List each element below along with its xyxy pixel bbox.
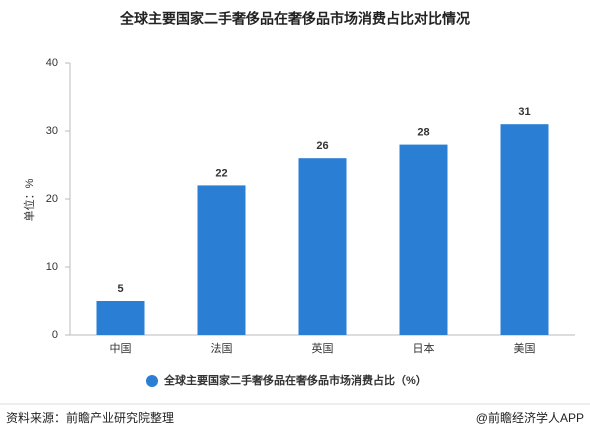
data-label: 26 xyxy=(316,140,328,152)
bar xyxy=(197,185,246,335)
y-tick-label: 30 xyxy=(46,125,58,137)
y-tick-label: 40 xyxy=(46,57,58,69)
x-tick-label: 美国 xyxy=(514,342,536,355)
y-tick-label: 10 xyxy=(46,261,58,273)
y-tick-label: 0 xyxy=(52,329,58,341)
y-tick-label: 20 xyxy=(46,193,58,205)
bar xyxy=(500,124,549,335)
y-axis-label: 单位：% xyxy=(22,178,36,221)
credit: @前瞻经济学人APP xyxy=(476,410,584,425)
x-tick-label: 日本 xyxy=(413,341,435,355)
data-label: 28 xyxy=(417,127,429,139)
x-tick-label: 中国 xyxy=(110,342,132,355)
data-label: 22 xyxy=(215,167,227,179)
chart-title: 全球主要国家二手奢侈品在奢侈品市场消费占比对比情况 xyxy=(119,11,470,27)
x-tick-label: 英国 xyxy=(312,341,334,355)
data-label: 31 xyxy=(518,106,530,118)
x-tick-label: 法国 xyxy=(211,341,233,355)
bar xyxy=(96,301,145,335)
legend-label: 全球主要国家二手奢侈品在奢侈品市场消费占比（%） xyxy=(163,373,427,387)
legend-marker xyxy=(146,375,158,387)
bar xyxy=(298,158,347,335)
bar xyxy=(399,144,448,335)
source-note: 资料来源：前瞻产业研究院整理 xyxy=(6,410,174,425)
data-label: 5 xyxy=(117,283,123,295)
